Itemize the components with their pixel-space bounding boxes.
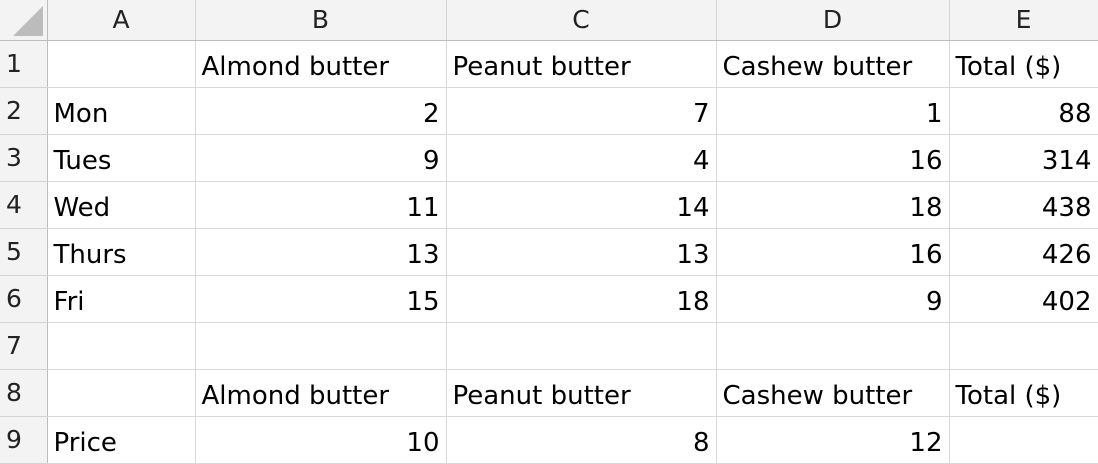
cell-e9[interactable]: [949, 416, 1098, 464]
cell-b8[interactable]: Almond butter: [195, 369, 447, 417]
row-header[interactable]: 9: [0, 416, 48, 464]
column-header-c[interactable]: C: [446, 0, 717, 41]
table-row: 8 Almond butter Peanut butter Cashew but…: [0, 369, 1098, 417]
cell-b4[interactable]: 11: [195, 181, 447, 229]
cell-a6[interactable]: Fri: [47, 275, 196, 323]
table-row: 5 Thurs 13 13 16 426: [0, 228, 1098, 276]
cell-c8[interactable]: Peanut butter: [446, 369, 717, 417]
cell-a8[interactable]: [47, 369, 196, 417]
cell-c4[interactable]: 14: [446, 181, 717, 229]
table-row: 1 Almond butter Peanut butter Cashew but…: [0, 40, 1098, 88]
table-row: 3 Tues 9 4 16 314: [0, 134, 1098, 182]
cell-c9[interactable]: 8: [446, 416, 717, 464]
cell-d3[interactable]: 16: [716, 134, 950, 182]
select-all-triangle-icon: [12, 5, 43, 36]
cell-a2[interactable]: Mon: [47, 87, 196, 135]
table-row: 7: [0, 322, 1098, 370]
column-header-b[interactable]: B: [195, 0, 447, 41]
cell-c7[interactable]: [446, 322, 717, 370]
cell-e7[interactable]: [949, 322, 1098, 370]
table-row: 9 Price 10 8 12: [0, 416, 1098, 464]
cell-d5[interactable]: 16: [716, 228, 950, 276]
row-header[interactable]: 8: [0, 369, 48, 417]
row-header[interactable]: 5: [0, 228, 48, 276]
cell-b7[interactable]: [195, 322, 447, 370]
cell-c2[interactable]: 7: [446, 87, 717, 135]
cell-d6[interactable]: 9: [716, 275, 950, 323]
cell-d2[interactable]: 1: [716, 87, 950, 135]
cell-e6[interactable]: 402: [949, 275, 1098, 323]
cell-a5[interactable]: Thurs: [47, 228, 196, 276]
cell-e8[interactable]: Total ($): [949, 369, 1098, 417]
column-header-a[interactable]: A: [47, 0, 196, 41]
table-row: 4 Wed 11 14 18 438: [0, 181, 1098, 229]
cell-e4[interactable]: 438: [949, 181, 1098, 229]
cell-a3[interactable]: Tues: [47, 134, 196, 182]
row-header[interactable]: 2: [0, 87, 48, 135]
row-header[interactable]: 6: [0, 275, 48, 323]
select-all-button[interactable]: [0, 0, 48, 41]
cell-a9[interactable]: Price: [47, 416, 196, 464]
cell-e1[interactable]: Total ($): [949, 40, 1098, 88]
row-header[interactable]: 1: [0, 40, 48, 88]
column-header-row: A B C D E: [0, 0, 1098, 41]
cell-d8[interactable]: Cashew butter: [716, 369, 950, 417]
cell-b3[interactable]: 9: [195, 134, 447, 182]
row-header[interactable]: 7: [0, 322, 48, 370]
column-header-d[interactable]: D: [716, 0, 950, 41]
cell-c1[interactable]: Peanut butter: [446, 40, 717, 88]
cell-d7[interactable]: [716, 322, 950, 370]
cell-b5[interactable]: 13: [195, 228, 447, 276]
table-row: 2 Mon 2 7 1 88: [0, 87, 1098, 135]
row-header[interactable]: 4: [0, 181, 48, 229]
cell-d1[interactable]: Cashew butter: [716, 40, 950, 88]
cell-a7[interactable]: [47, 322, 196, 370]
cell-d9[interactable]: 12: [716, 416, 950, 464]
cell-b1[interactable]: Almond butter: [195, 40, 447, 88]
cell-e3[interactable]: 314: [949, 134, 1098, 182]
table-row: 6 Fri 15 18 9 402: [0, 275, 1098, 323]
cell-b6[interactable]: 15: [195, 275, 447, 323]
cell-c3[interactable]: 4: [446, 134, 717, 182]
cell-b2[interactable]: 2: [195, 87, 447, 135]
cell-a4[interactable]: Wed: [47, 181, 196, 229]
cell-e5[interactable]: 426: [949, 228, 1098, 276]
row-header[interactable]: 3: [0, 134, 48, 182]
cell-e2[interactable]: 88: [949, 87, 1098, 135]
cell-b9[interactable]: 10: [195, 416, 447, 464]
cell-a1[interactable]: [47, 40, 196, 88]
cell-d4[interactable]: 18: [716, 181, 950, 229]
cell-c6[interactable]: 18: [446, 275, 717, 323]
cell-c5[interactable]: 13: [446, 228, 717, 276]
column-header-e[interactable]: E: [949, 0, 1098, 41]
